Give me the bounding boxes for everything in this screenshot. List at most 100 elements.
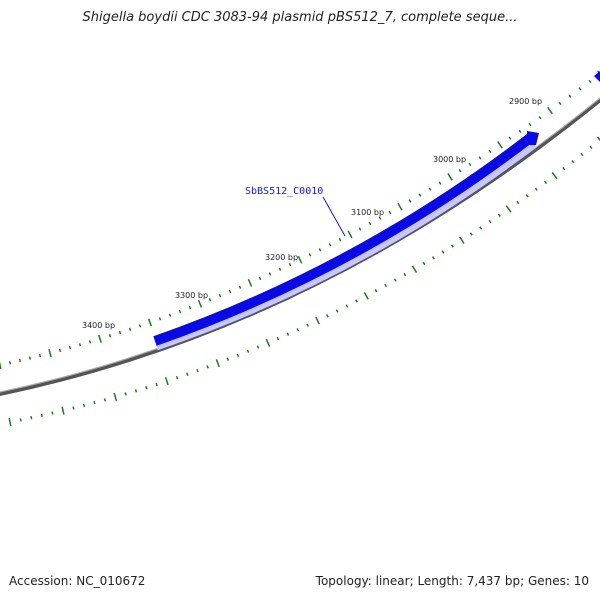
tick-mark (308, 253, 312, 257)
tick-mark (558, 101, 562, 106)
outer-tick-ring (0, 70, 600, 370)
tick-mark (288, 262, 292, 267)
tick-mark (568, 94, 572, 98)
tick-mark (318, 248, 322, 252)
tick-mark (478, 156, 482, 160)
tick-mark (48, 349, 52, 358)
tick-mark (355, 299, 358, 303)
position-label-3200: 3200 bp (265, 253, 298, 262)
tick-mark (411, 265, 418, 273)
tick-mark (30, 416, 33, 420)
sequence-backbone-highlight (0, 97, 600, 393)
tick-mark (538, 115, 542, 120)
tick-mark (438, 181, 442, 185)
tick-mark (428, 187, 432, 191)
tick-mark (113, 392, 118, 402)
tick-mark (103, 398, 107, 402)
tick-mark (28, 356, 32, 360)
tick-mark (236, 353, 240, 357)
neighbor-gene-marker[interactable] (594, 71, 600, 82)
tick-mark (488, 149, 492, 154)
tick-mark (155, 382, 158, 387)
tick-mark (168, 313, 172, 317)
position-label-3100: 3100 bp (351, 208, 384, 217)
gene-arrow-SbBS512_C0010[interactable] (153, 134, 534, 346)
position-label-2900: 2900 bp (509, 97, 542, 106)
inner-tick-ring (8, 136, 600, 427)
tick-mark (551, 171, 558, 180)
tick-mark (58, 348, 62, 352)
position-label-3300: 3300 bp (175, 291, 208, 300)
tick-mark (0, 361, 2, 370)
tick-mark (228, 289, 232, 294)
tick-mark (186, 372, 189, 376)
tick-mark (61, 406, 65, 415)
tick-mark (178, 309, 182, 314)
tick-mark (134, 389, 138, 393)
tick-mark (518, 129, 522, 134)
tick-mark (78, 343, 82, 347)
tick-mark (374, 289, 378, 293)
tick-mark (197, 299, 203, 308)
tick-mark (82, 403, 86, 407)
tick-mark (578, 87, 582, 91)
tick-mark (403, 272, 407, 277)
tick-mark (208, 298, 212, 302)
tick-mark (580, 152, 584, 157)
tick-mark (118, 330, 122, 335)
tick-mark (384, 283, 388, 288)
sequence-summary: Topology: linear; Length: 7,437 bp; Gene… (315, 574, 589, 588)
tick-mark (8, 417, 12, 427)
tick-mark (93, 401, 96, 405)
gene-arrow-head[interactable] (527, 131, 539, 145)
gene-label[interactable]: SbBS512_C0010 (245, 186, 323, 197)
tick-mark (256, 345, 260, 349)
gene-label-leader (322, 196, 346, 237)
tick-mark (268, 272, 272, 276)
tick-mark (246, 349, 250, 353)
tick-mark (418, 193, 422, 197)
tick-mark (328, 243, 332, 247)
tick-mark (497, 141, 503, 149)
tick-mark (128, 327, 132, 331)
tick-mark (326, 314, 329, 318)
tick-mark (218, 294, 222, 298)
tick-mark (525, 194, 529, 198)
tick-mark (469, 232, 473, 236)
tick-mark (345, 304, 349, 308)
tick-mark (378, 216, 382, 220)
tick-mark (589, 145, 593, 149)
tick-mark (51, 411, 54, 415)
tick-mark (72, 406, 75, 410)
tick-mark (450, 244, 454, 248)
tick-mark (276, 336, 280, 341)
tick-mark (363, 292, 369, 300)
tick-mark (40, 413, 43, 418)
tick-mark (338, 237, 342, 242)
tick-mark (8, 361, 12, 365)
tick-mark (124, 392, 127, 396)
tick-mark (196, 368, 199, 373)
tick-mark (368, 221, 372, 226)
tick-mark (19, 418, 22, 422)
tick-mark (408, 199, 412, 203)
tick-mark (571, 159, 575, 164)
tick-mark (497, 213, 501, 218)
tick-mark (432, 256, 435, 260)
tick-mark (479, 226, 483, 230)
tick-mark (215, 359, 220, 368)
tick-mark (258, 276, 262, 281)
tick-mark (175, 376, 179, 380)
tick-mark (147, 318, 153, 327)
tick-mark (543, 180, 548, 185)
tick-mark (38, 354, 42, 358)
tick-mark (534, 187, 538, 191)
tick-mark (296, 328, 300, 332)
tick-mark (516, 200, 520, 205)
tick-mark (188, 306, 192, 310)
tick-mark (68, 346, 72, 350)
tick-mark (528, 122, 532, 127)
tick-mark (306, 323, 309, 327)
accession-text: Accession: NC_010672 (9, 574, 146, 588)
